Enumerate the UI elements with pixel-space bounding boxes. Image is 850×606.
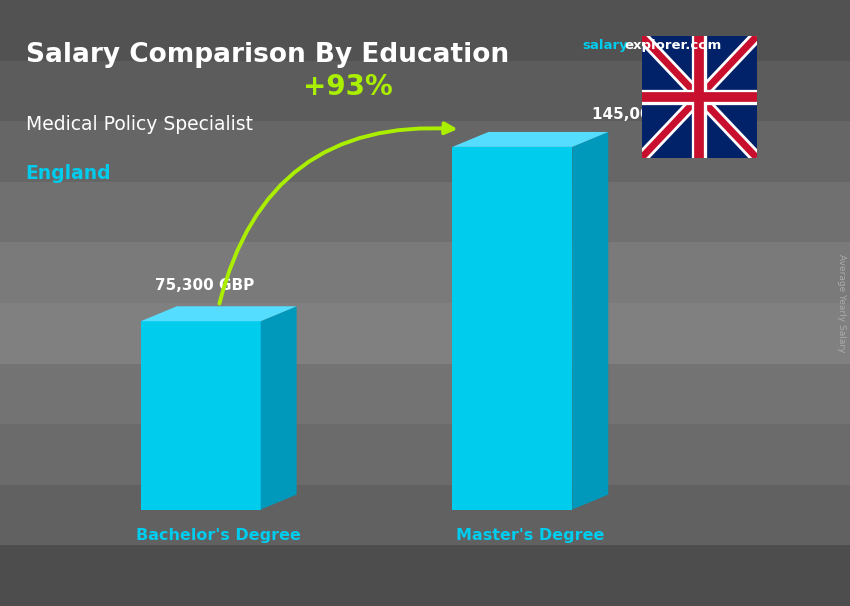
Polygon shape bbox=[572, 132, 609, 510]
Polygon shape bbox=[261, 306, 297, 510]
Bar bbox=[0, 121, 850, 182]
Bar bbox=[0, 242, 850, 303]
Bar bbox=[0, 182, 850, 242]
Bar bbox=[0, 364, 850, 424]
Text: Average Yearly Salary: Average Yearly Salary bbox=[836, 254, 846, 352]
Text: 145,000 GBP: 145,000 GBP bbox=[592, 107, 702, 122]
Bar bbox=[0, 61, 850, 121]
Text: 75,300 GBP: 75,300 GBP bbox=[156, 278, 254, 293]
Text: Medical Policy Specialist: Medical Policy Specialist bbox=[26, 115, 252, 134]
Text: Bachelor's Degree: Bachelor's Degree bbox=[136, 528, 301, 543]
Text: England: England bbox=[26, 164, 111, 182]
Text: Salary Comparison By Education: Salary Comparison By Education bbox=[26, 42, 508, 68]
Polygon shape bbox=[452, 147, 572, 510]
Bar bbox=[0, 545, 850, 606]
Bar bbox=[0, 485, 850, 545]
Text: +93%: +93% bbox=[303, 73, 393, 101]
Text: Master's Degree: Master's Degree bbox=[456, 528, 604, 543]
Bar bbox=[0, 424, 850, 485]
Polygon shape bbox=[452, 132, 609, 147]
Bar bbox=[0, 303, 850, 364]
Text: salary: salary bbox=[582, 39, 628, 52]
Polygon shape bbox=[141, 306, 297, 321]
Bar bbox=[0, 0, 850, 61]
Text: explorer.com: explorer.com bbox=[625, 39, 722, 52]
Polygon shape bbox=[141, 321, 261, 510]
